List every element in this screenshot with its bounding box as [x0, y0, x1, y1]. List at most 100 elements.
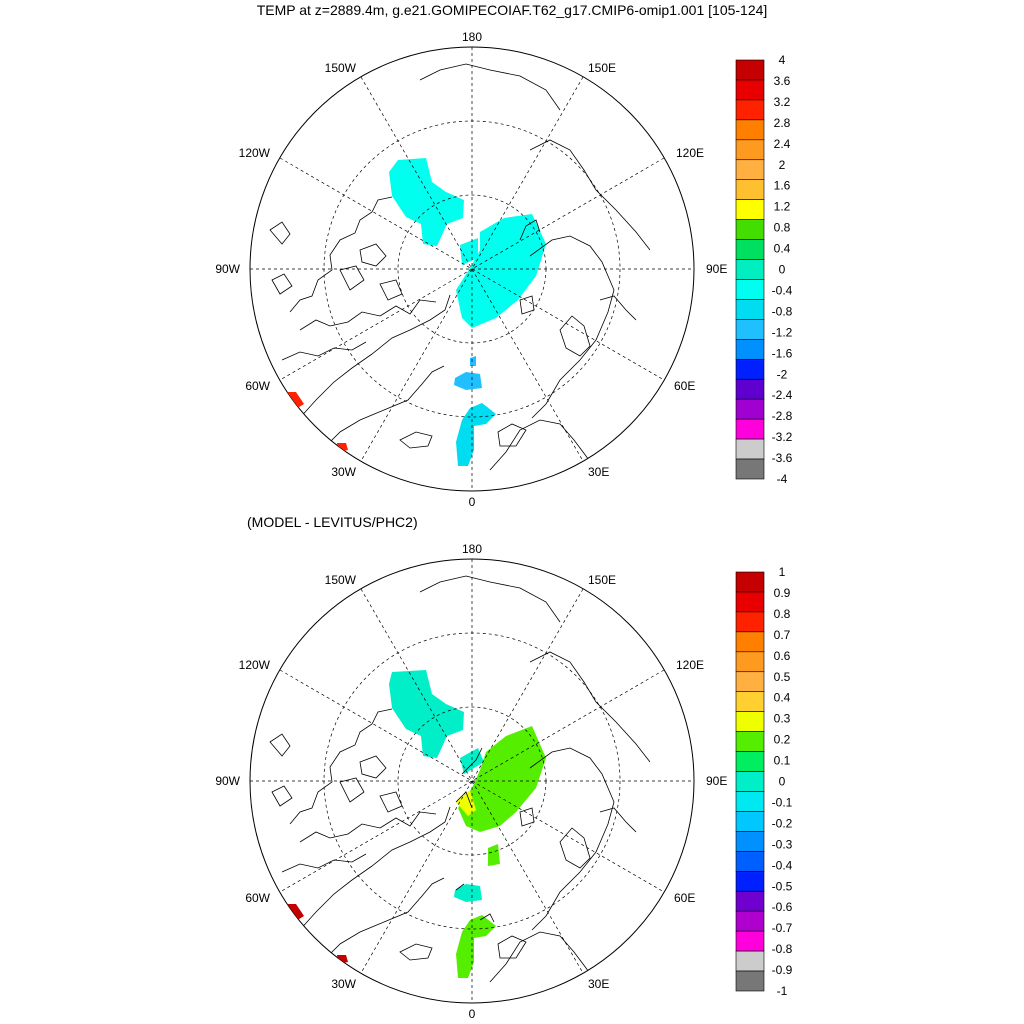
field-nordic-seas: [456, 403, 496, 466]
colorbar-label: 2: [779, 158, 786, 172]
colorbar-label: -3.6: [772, 451, 793, 465]
colorbar: 1 0.9 0.8 0.7 0.6 0.5 0.4 0.3 0.2 0.1 0 -0.1 -0.2 -0.…: [735, 565, 793, 998]
field-nordic-seas: [456, 915, 496, 978]
lon-label-150w: 150W: [325, 61, 357, 75]
colorbar-box: [735, 671, 765, 693]
coastlines: [269, 63, 651, 471]
colorbar-label: -2.4: [772, 388, 793, 402]
lon-label-30w: 30W: [331, 977, 356, 991]
colorbar-box: [735, 279, 765, 300]
colorbar-label: 0.3: [774, 712, 791, 726]
colorbar-box: [735, 851, 765, 872]
colorbar-label: 0.6: [774, 649, 791, 663]
colorbar-box: [735, 199, 765, 220]
colorbar-label: 0.2: [774, 733, 791, 747]
colorbar-box: [735, 691, 765, 712]
longitude-labels: 180 150E 120E 90E 60E 30E 0 30W 60W 90W …: [215, 542, 727, 1021]
colorbar-box: [735, 950, 765, 972]
colorbar-box: [735, 159, 765, 181]
lon-label-60e: 60E: [674, 379, 695, 393]
colorbar-box: [735, 731, 765, 752]
field-fram-strait: [454, 372, 482, 390]
colorbar-label: 0.1: [774, 754, 791, 768]
colorbar-box: [735, 239, 765, 260]
colorbar-label: 0: [779, 263, 786, 277]
colorbar-label: 0.4: [774, 691, 791, 705]
temperature-map-panel: 180 150E 120E 90E 60E 30E 0 30W 60W 90W …: [215, 30, 793, 509]
colorbar-label: -0.8: [772, 304, 793, 318]
colorbar-box: [735, 139, 765, 161]
colorbar-label: -0.5: [772, 879, 793, 893]
colorbar-box: [735, 418, 765, 440]
colorbar-label: -0.2: [772, 816, 793, 830]
lon-label-30e: 30E: [588, 465, 609, 479]
field-fram-small: [470, 356, 476, 366]
colorbar-label: 2.8: [774, 116, 791, 130]
graticule: [250, 47, 694, 491]
field-east-basin-yellow: [456, 790, 476, 816]
colorbar-box: [735, 890, 765, 912]
colorbar-label: -1: [777, 984, 788, 998]
colorbar-label: -0.3: [772, 837, 793, 851]
lon-label-30e: 30E: [588, 977, 609, 991]
field-west-basin: [389, 670, 464, 758]
lon-label-60e: 60E: [674, 891, 695, 905]
colorbar-label: -1.2: [772, 325, 793, 339]
colorbar-label: 0: [779, 775, 786, 789]
colorbar-box: [735, 339, 765, 360]
colorbar-box: [735, 299, 765, 320]
field-east-basin: [458, 726, 546, 832]
colorbar-box: [735, 651, 765, 673]
lon-label-0: 0: [469, 1007, 476, 1021]
colorbar-box: [735, 219, 765, 240]
colorbar-label: 0.9: [774, 586, 791, 600]
colorbar-box: [735, 910, 765, 932]
graticule: [250, 559, 694, 1003]
colorbar-box: [735, 99, 765, 121]
colorbar-box: [735, 119, 765, 141]
colorbar-box: [735, 458, 765, 480]
colorbar-label: -0.1: [772, 795, 793, 809]
colorbar-box: [735, 179, 765, 200]
colorbar-label: 2.4: [774, 137, 791, 151]
colorbar-box: [735, 771, 765, 792]
field-east-basin-arm: [460, 238, 478, 265]
colorbar-box: [735, 378, 765, 400]
colorbar-box: [735, 591, 765, 613]
lon-label-0: 0: [469, 495, 476, 509]
colorbar-label: -2: [777, 367, 788, 381]
longitude-labels: 180 150E 120E 90E 60E 30E 0 30W 60W 90W …: [215, 30, 727, 509]
colorbar-label: 0.5: [774, 670, 791, 684]
colorbar-box: [735, 791, 765, 812]
colorbar-label: -2.8: [772, 409, 793, 423]
field-east-basin-spot: [488, 844, 500, 866]
lon-label-120e: 120E: [676, 658, 704, 672]
field-east-basin-arm: [460, 748, 484, 774]
lon-label-180: 180: [462, 30, 482, 44]
colorbar-label: 1: [779, 565, 786, 579]
field-contours: [519, 219, 541, 241]
lon-label-90w: 90W: [215, 262, 240, 276]
colorbar-label: 4: [779, 53, 786, 67]
colorbar-box: [735, 358, 765, 380]
lon-label-150w: 150W: [325, 573, 357, 587]
colorbar-label: -0.6: [772, 900, 793, 914]
colorbar-label: -4: [777, 472, 788, 486]
lon-label-120w: 120W: [239, 146, 271, 160]
lon-label-150e: 150E: [588, 61, 616, 75]
colorbar-box: [735, 259, 765, 280]
colorbar-box: [735, 611, 765, 633]
colorbar-box: [735, 79, 765, 101]
colorbar-label: -1.6: [772, 346, 793, 360]
colorbar-label: 3.6: [774, 74, 791, 88]
colorbar-box: [735, 970, 765, 992]
colorbar-label: 3.2: [774, 95, 791, 109]
colorbar-box: [735, 631, 765, 653]
lon-label-180: 180: [462, 542, 482, 556]
colorbar-label: -0.7: [772, 921, 793, 935]
colorbar-label: -0.9: [772, 963, 793, 977]
colorbar-box: [735, 751, 765, 772]
colorbar-label: 1.6: [774, 179, 791, 193]
colorbar-label: -0.8: [772, 942, 793, 956]
lon-label-90e: 90E: [706, 774, 727, 788]
